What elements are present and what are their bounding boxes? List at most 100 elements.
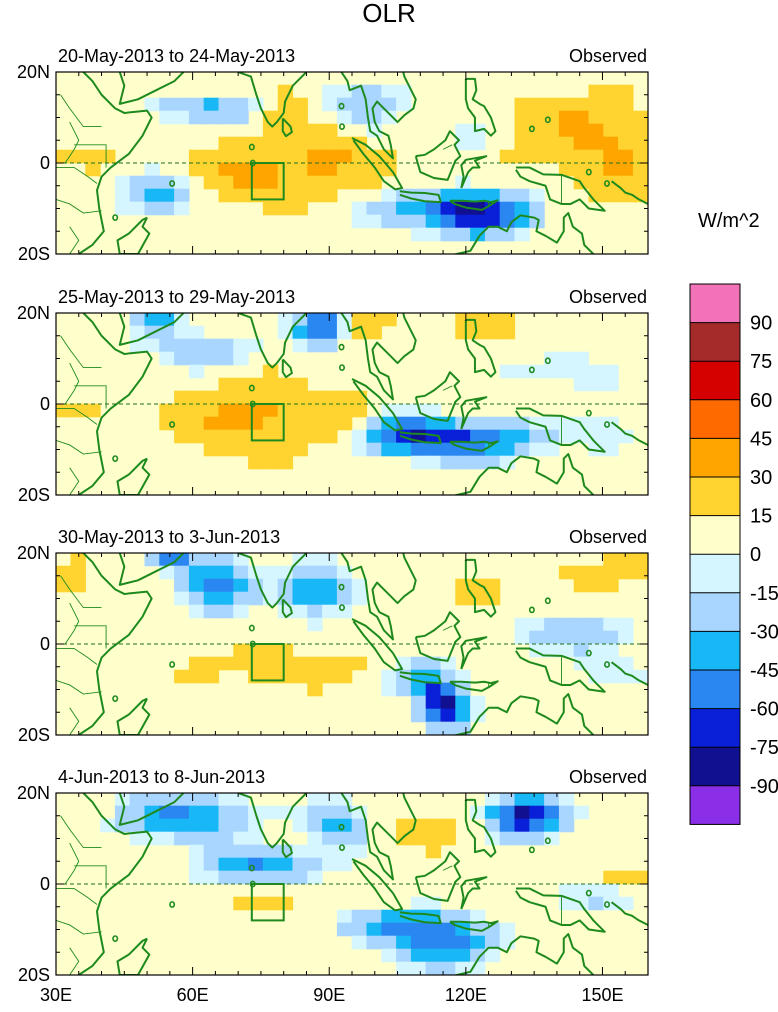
field-cell (410, 656, 427, 671)
field-cell (159, 403, 175, 418)
country-border (69, 947, 80, 975)
field-cell (603, 149, 619, 164)
field-cell (381, 442, 397, 457)
coastline (118, 793, 185, 826)
field-cell (144, 201, 160, 216)
field-cell (233, 604, 249, 619)
field-cell (277, 313, 294, 327)
field-cell (425, 227, 442, 242)
island (248, 864, 255, 872)
field-cell (233, 162, 249, 177)
field-cell (440, 818, 456, 833)
field-cell (588, 565, 604, 580)
field-cell (277, 870, 294, 885)
coastline (399, 190, 442, 204)
borders (56, 575, 562, 735)
field-cell (262, 442, 279, 457)
field-cell (248, 844, 264, 859)
field-cell (203, 793, 220, 807)
field-cell (322, 416, 338, 431)
field-cell (514, 831, 530, 846)
coastline (340, 793, 417, 881)
field-cell (248, 455, 264, 470)
field-cell (262, 123, 279, 138)
field-cell (499, 805, 516, 820)
field-cell (603, 377, 619, 392)
field-cell (396, 948, 412, 963)
island (338, 844, 345, 851)
field-cell (307, 313, 323, 327)
country-border (60, 335, 102, 369)
field-cell (470, 695, 486, 710)
y-tick-label: 0 (40, 153, 50, 173)
field-cell (129, 313, 146, 327)
coastline (224, 553, 308, 609)
field-cell (218, 578, 234, 593)
olr-field (56, 84, 648, 242)
y-tick-label: 0 (40, 634, 50, 654)
coastline (414, 611, 462, 662)
field-cell (322, 553, 338, 567)
borders (56, 335, 562, 495)
field-cell (632, 553, 648, 567)
field-cell (322, 97, 338, 112)
field-cell (381, 110, 397, 125)
field-cell (307, 390, 323, 405)
field-cell (188, 97, 205, 112)
field-cell (440, 188, 456, 203)
coastline (224, 793, 308, 849)
field-cell (603, 617, 619, 632)
field-cell (203, 429, 220, 444)
field-cell (499, 935, 516, 950)
field-cell (573, 617, 590, 632)
field-cell (336, 325, 353, 340)
country-border (442, 865, 453, 871)
field-cell (440, 227, 456, 242)
field-cell (396, 442, 412, 457)
coastline (340, 72, 417, 160)
island (112, 214, 119, 221)
field-cell (632, 175, 648, 190)
field-cell (558, 97, 575, 112)
field-cell (188, 818, 205, 833)
field-cell (529, 630, 545, 645)
field-cell (455, 669, 471, 684)
y-tick-label: 0 (40, 394, 50, 414)
field-cell (174, 390, 190, 405)
field-cell (425, 708, 442, 723)
field-cell (603, 136, 619, 151)
field-cell (484, 818, 501, 833)
olr-field (100, 793, 648, 975)
field-cell (396, 214, 412, 229)
field-cell (174, 591, 190, 606)
field-cell (248, 377, 264, 392)
island (585, 409, 592, 417)
field-cell (499, 455, 516, 470)
coastline (281, 838, 293, 859)
field-cell (188, 565, 205, 580)
field-cell (336, 403, 353, 418)
field-cell (544, 351, 560, 366)
field-cell (410, 922, 427, 937)
coastline (116, 937, 151, 975)
field-cell (203, 656, 220, 671)
field-cell (603, 364, 619, 379)
country-border (64, 842, 80, 885)
field-cell (381, 935, 397, 950)
field-cell (381, 214, 397, 229)
field-cell (484, 578, 501, 593)
field-cell (233, 175, 249, 190)
field-cell (322, 123, 338, 138)
coastlines (78, 553, 648, 735)
tick-marks (56, 313, 648, 495)
field-cell (188, 844, 205, 859)
field-cell (233, 844, 249, 859)
field-cell (174, 831, 190, 846)
coastline (610, 661, 648, 686)
field-cell (322, 325, 338, 340)
field-cell (174, 429, 190, 444)
field-cell (558, 364, 575, 379)
field-cell (203, 565, 220, 580)
field-cell (603, 162, 619, 177)
